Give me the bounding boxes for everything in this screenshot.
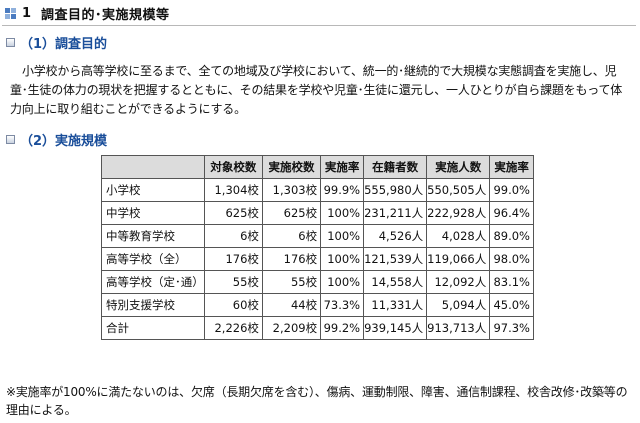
target-schools-cell: 55校 xyxy=(203,270,263,294)
row-label: 合計 xyxy=(101,316,205,340)
participating-schools-cell: 44校 xyxy=(261,293,322,317)
student-rate-cell: 96.4% xyxy=(489,201,534,225)
enrolled-cell: 4,526人 xyxy=(363,224,428,248)
square-bullet-icon xyxy=(6,37,15,47)
purpose-heading-text: （1）調査目的 xyxy=(20,36,108,52)
school-rate-cell: 100% xyxy=(320,201,365,225)
tested-cell: 550,505人 xyxy=(426,178,491,202)
target-schools-cell: 176校 xyxy=(203,247,263,271)
student-rate-cell: 99.0% xyxy=(489,178,534,202)
tested-cell: 222,928人 xyxy=(426,201,491,225)
table-row: 中等教育学校 6校 6校 100% 4,526人 4,028人 89.0% xyxy=(101,224,534,248)
target-schools-cell: 6校 xyxy=(203,224,263,248)
school-rate-cell: 99.9% xyxy=(320,178,365,202)
tested-cell: 119,066人 xyxy=(426,247,491,271)
column-header: 実施率 xyxy=(320,155,365,179)
scale-heading-text: （2）実施規模 xyxy=(20,133,108,149)
purpose-paragraph: 小学校から高等学校に至るまで、全ての地域及び学校において、統一的･継続的で大規模… xyxy=(10,64,623,116)
enrolled-cell: 14,558人 xyxy=(363,270,428,294)
tested-cell: 5,094人 xyxy=(426,293,491,317)
column-header xyxy=(101,155,205,179)
student-rate-cell: 98.0% xyxy=(489,247,534,271)
column-header: 対象校数 xyxy=(203,155,263,179)
grid-bullet-icon xyxy=(5,7,19,21)
column-header: 実施率 xyxy=(489,155,534,179)
student-rate-cell: 89.0% xyxy=(489,224,534,248)
participating-schools-cell: 1,303校 xyxy=(261,178,322,202)
row-label: 中等教育学校 xyxy=(101,224,205,248)
school-rate-cell: 100% xyxy=(320,247,365,271)
table-header-row: 対象校数 実施校数 実施率 在籍者数 実施人数 実施率 xyxy=(101,155,534,179)
table-row: 高等学校（全） 176校 176校 100% 121,539人 119,066人… xyxy=(101,247,534,271)
student-rate-cell: 45.0% xyxy=(489,293,534,317)
section-number: 1 xyxy=(22,6,32,21)
column-header: 在籍者数 xyxy=(363,155,428,179)
scale-table: 対象校数 実施校数 実施率 在籍者数 実施人数 実施率 小学校 1,304校 1… xyxy=(101,155,534,340)
section-title: 調査目的･実施規模等 xyxy=(41,8,170,23)
row-label: 特別支援学校 xyxy=(101,293,205,317)
target-schools-cell: 625校 xyxy=(203,201,263,225)
tested-cell: 913,713人 xyxy=(426,316,491,340)
participating-schools-cell: 6校 xyxy=(261,224,322,248)
table-row-total: 合計 2,226校 2,209校 99.2% 939,145人 913,713人… xyxy=(101,316,534,340)
school-rate-cell: 99.2% xyxy=(320,316,365,340)
footnote: ※実施率が100%に満たないのは、欠席（長期欠席を含む）、傷病、運動制限、障害、… xyxy=(6,385,628,417)
square-bullet-icon xyxy=(6,134,15,144)
table-row: 中学校 625校 625校 100% 231,211人 222,928人 96.… xyxy=(101,201,534,225)
enrolled-cell: 939,145人 xyxy=(363,316,428,340)
target-schools-cell: 1,304校 xyxy=(203,178,263,202)
row-label: 小学校 xyxy=(101,178,205,202)
table-row: 特別支援学校 60校 44校 73.3% 11,331人 5,094人 45.0… xyxy=(101,293,534,317)
tested-cell: 4,028人 xyxy=(426,224,491,248)
student-rate-cell: 83.1% xyxy=(489,270,534,294)
participating-schools-cell: 55校 xyxy=(261,270,322,294)
column-header: 実施校数 xyxy=(261,155,322,179)
table-row: 小学校 1,304校 1,303校 99.9% 555,980人 550,505… xyxy=(101,178,534,202)
row-label: 中学校 xyxy=(101,201,205,225)
school-rate-cell: 73.3% xyxy=(320,293,365,317)
purpose-heading: （1）調査目的 xyxy=(6,33,108,52)
row-label: 高等学校（全） xyxy=(101,247,205,271)
participating-schools-cell: 2,209校 xyxy=(261,316,322,340)
column-header: 実施人数 xyxy=(426,155,491,179)
enrolled-cell: 121,539人 xyxy=(363,247,428,271)
enrolled-cell: 555,980人 xyxy=(363,178,428,202)
target-schools-cell: 60校 xyxy=(203,293,263,317)
scale-heading: （2）実施規模 xyxy=(6,130,108,149)
school-rate-cell: 100% xyxy=(320,224,365,248)
enrolled-cell: 231,211人 xyxy=(363,201,428,225)
participating-schools-cell: 176校 xyxy=(261,247,322,271)
row-label: 高等学校（定･通） xyxy=(101,270,205,294)
enrolled-cell: 11,331人 xyxy=(363,293,428,317)
student-rate-cell: 97.3% xyxy=(489,316,534,340)
school-rate-cell: 100% xyxy=(320,270,365,294)
participating-schools-cell: 625校 xyxy=(261,201,322,225)
section-title-bar: 1 調査目的･実施規模等 xyxy=(2,2,636,26)
tested-cell: 12,092人 xyxy=(426,270,491,294)
table-row: 高等学校（定･通） 55校 55校 100% 14,558人 12,092人 8… xyxy=(101,270,534,294)
target-schools-cell: 2,226校 xyxy=(203,316,263,340)
